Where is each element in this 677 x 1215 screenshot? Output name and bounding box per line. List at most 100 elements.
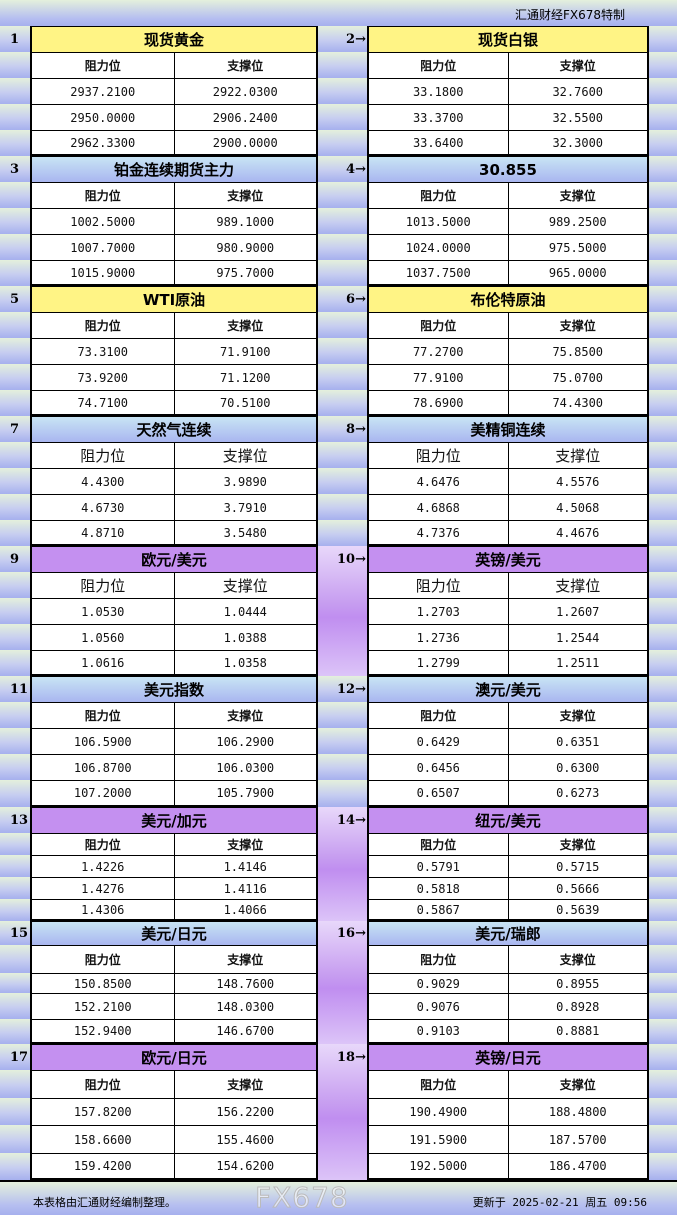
resistance-value: 1.4226	[32, 856, 174, 877]
table-row: 4.8710 3.5480	[32, 520, 316, 546]
resistance-value: 1037.7500	[369, 261, 508, 284]
instrument-title: 现货黄金	[32, 26, 316, 52]
support-value: 1.0388	[173, 625, 316, 650]
resistance-header: 阻力位	[32, 573, 174, 598]
table-row: 4.7376 4.4676	[369, 520, 647, 546]
right-panel-6: 澳元/美元 阻力位 支撑位 0.6429 0.6351 0.6456 0.6300 0.650…	[367, 676, 649, 807]
left-section-number: 3	[10, 161, 20, 177]
left-section-number: 1	[10, 31, 20, 47]
resistance-header: 阻力位	[32, 834, 174, 855]
right-section-number: 6→	[346, 291, 366, 307]
support-value: 3.7910	[173, 495, 316, 520]
support-value: 989.1000	[173, 209, 316, 234]
update-time: 更新于 2025-02-21 周五 09:56	[472, 1196, 647, 1209]
instrument-title: 铂金连续期货主力	[32, 156, 316, 182]
column-headers: 阻力位 支撑位	[32, 182, 316, 208]
top-bar: 汇通财经FX678特制	[0, 0, 677, 26]
footer-note: 本表格由汇通财经编制整理。	[33, 1196, 176, 1209]
left-panel-4: 天然气连续 阻力位 支撑位 4.4300 3.9890 4.6730 3.7910 4.871…	[30, 416, 318, 546]
instrument-title: 美元/加元	[32, 807, 316, 833]
resistance-value: 4.6730	[32, 495, 174, 520]
table-row: 4.6730 3.7910	[32, 494, 316, 520]
resistance-value: 77.2700	[369, 339, 508, 364]
table-row: 150.8500 148.7600	[32, 973, 316, 993]
support-value: 975.5000	[507, 235, 647, 260]
support-value: 0.5715	[507, 856, 647, 877]
support-header: 支撑位	[173, 703, 316, 728]
support-value: 32.3000	[507, 131, 647, 154]
resistance-value: 74.7100	[32, 391, 174, 414]
table-row: 107.2000 105.7900	[32, 780, 316, 807]
middle-column	[317, 807, 368, 921]
table-row: 157.8200 156.2200	[32, 1098, 316, 1125]
column-headers: 阻力位 支撑位	[369, 945, 647, 973]
resistance-value: 33.6400	[369, 131, 508, 154]
table-row: 2950.0000 2906.2400	[32, 104, 316, 130]
resistance-header: 阻力位	[369, 1071, 508, 1098]
support-value: 187.5700	[507, 1126, 647, 1153]
resistance-header: 阻力位	[32, 183, 174, 208]
support-value: 2900.0000	[173, 131, 316, 154]
resistance-header: 阻力位	[369, 834, 508, 855]
support-header: 支撑位	[173, 946, 316, 973]
column-headers: 阻力位 支撑位	[369, 442, 647, 468]
support-value: 1.2544	[507, 625, 647, 650]
left-section-number: 13	[10, 812, 29, 828]
right-panel-3: 布伦特原油 阻力位 支撑位 77.2700 75.8500 77.9100 75.0700 7…	[367, 286, 649, 416]
support-value: 0.6273	[507, 781, 647, 805]
instrument-title: 布伦特原油	[369, 286, 647, 312]
resistance-value: 1015.9000	[32, 261, 174, 284]
column-headers: 阻力位 支撑位	[32, 572, 316, 598]
instrument-title: 欧元/日元	[32, 1044, 316, 1070]
table-row: 1.0560 1.0388	[32, 624, 316, 650]
table-row: 1037.7500 965.0000	[369, 260, 647, 286]
table-row: 1013.5000 989.2500	[369, 208, 647, 234]
left-panel-8: 美元/日元 阻力位 支撑位 150.8500 148.7600 152.2100 148.0…	[30, 921, 318, 1044]
right-section-number: 12→	[337, 681, 366, 697]
support-value: 1.0444	[173, 599, 316, 624]
resistance-value: 0.9103	[369, 1020, 508, 1042]
column-headers: 阻力位 支撑位	[32, 52, 316, 78]
resistance-header: 阻力位	[32, 1071, 174, 1098]
resistance-value: 158.6600	[32, 1126, 174, 1153]
table-row: 152.2100 148.0300	[32, 993, 316, 1019]
table-row: 0.5818 0.5666	[369, 877, 647, 899]
support-header: 支撑位	[507, 313, 647, 338]
support-value: 0.8955	[507, 974, 647, 993]
support-value: 0.6351	[507, 729, 647, 754]
instrument-title: 欧元/美元	[32, 546, 316, 572]
resistance-header: 阻力位	[369, 183, 508, 208]
resistance-value: 0.6429	[369, 729, 508, 754]
column-headers: 阻力位 支撑位	[369, 572, 647, 598]
support-header: 支撑位	[507, 443, 647, 468]
resistance-value: 4.6476	[369, 469, 508, 494]
support-value: 4.5068	[507, 495, 647, 520]
support-value: 1.0358	[173, 651, 316, 674]
table-row: 2937.2100 2922.0300	[32, 78, 316, 104]
support-value: 0.5639	[507, 900, 647, 919]
resistance-value: 77.9100	[369, 365, 508, 390]
support-header: 支撑位	[173, 53, 316, 78]
table-row: 1.2736 1.2544	[369, 624, 647, 650]
instrument-title: 澳元/美元	[369, 676, 647, 702]
support-value: 32.7600	[507, 79, 647, 104]
table-row: 1.2799 1.2511	[369, 650, 647, 676]
table-row: 0.6456 0.6300	[369, 754, 647, 780]
left-panel-5: 欧元/美元 阻力位 支撑位 1.0530 1.0444 1.0560 1.0388 1.061…	[30, 546, 318, 676]
resistance-header: 阻力位	[369, 313, 508, 338]
resistance-header: 阻力位	[369, 53, 508, 78]
support-header: 支撑位	[173, 834, 316, 855]
resistance-header: 阻力位	[369, 946, 508, 973]
table-row: 0.9029 0.8955	[369, 973, 647, 993]
resistance-value: 1013.5000	[369, 209, 508, 234]
support-value: 105.7900	[173, 781, 316, 805]
support-value: 1.2511	[507, 651, 647, 674]
support-value: 75.0700	[507, 365, 647, 390]
support-value: 1.4116	[173, 878, 316, 899]
table-row: 0.5791 0.5715	[369, 855, 647, 877]
resistance-value: 2950.0000	[32, 105, 174, 130]
right-panel-9: 英镑/日元 阻力位 支撑位 190.4900 188.4800 191.5900 187.5…	[367, 1044, 649, 1180]
support-value: 975.7000	[173, 261, 316, 284]
support-value: 1.4066	[173, 900, 316, 919]
table-row: 191.5900 187.5700	[369, 1125, 647, 1153]
